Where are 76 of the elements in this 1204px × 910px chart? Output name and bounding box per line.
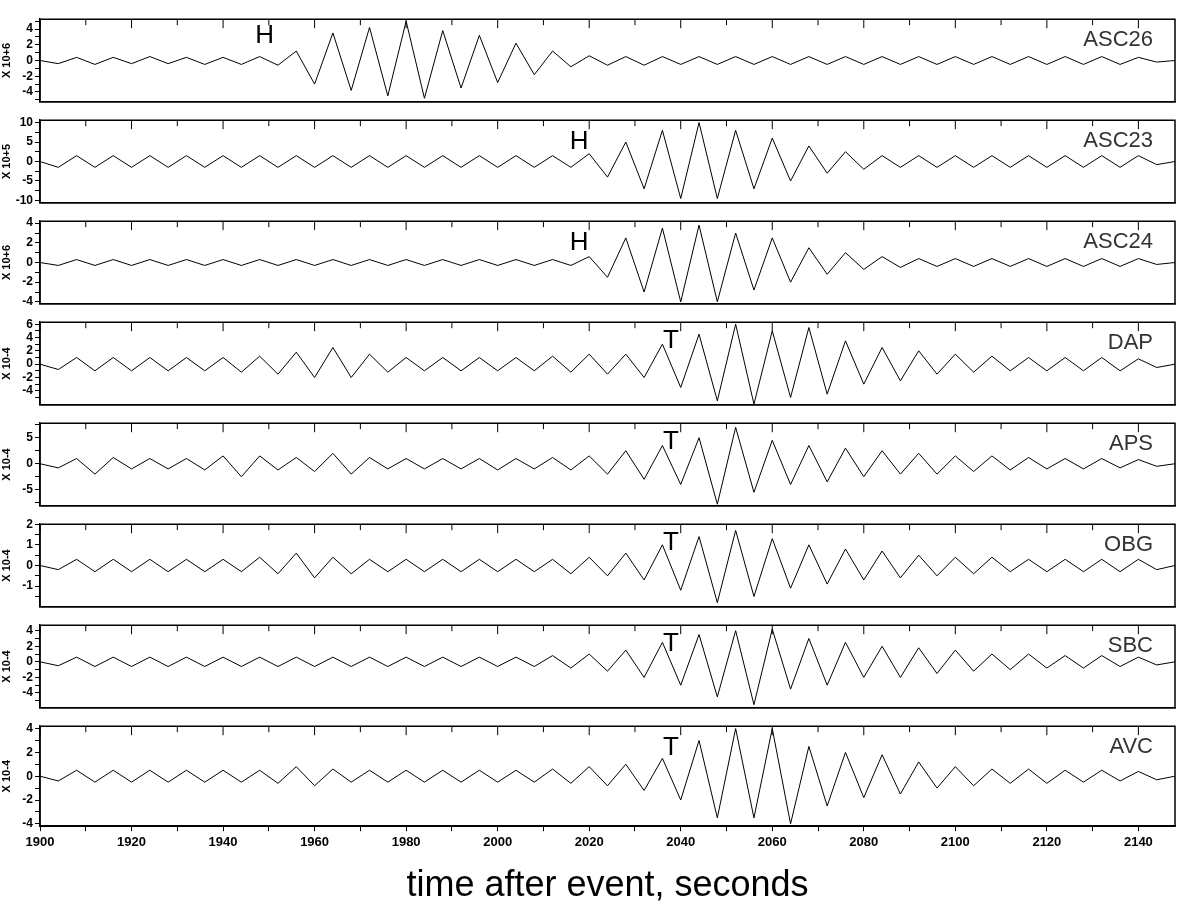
y-tick-label: 4 bbox=[26, 21, 34, 36]
x-tick-label: 1980 bbox=[391, 833, 421, 849]
y-tick-label: 0 bbox=[26, 768, 34, 783]
annotation: T bbox=[663, 323, 680, 354]
y-tick-label: -4 bbox=[22, 294, 34, 309]
x-tick-label: 2040 bbox=[666, 833, 696, 849]
y-tick-label: -2 bbox=[22, 274, 34, 289]
annotation: T bbox=[663, 525, 680, 556]
y-tick-label: 1 bbox=[26, 537, 34, 552]
y-tick-label: -4 bbox=[22, 383, 34, 398]
y-tick-label: -5 bbox=[22, 173, 34, 188]
y-tick-label: 4 bbox=[26, 720, 34, 735]
y-tick-label: -1 bbox=[22, 578, 34, 593]
y-tick-label: 0 bbox=[26, 557, 34, 572]
chart-title: ASC23 bbox=[1083, 127, 1153, 153]
annotation: T bbox=[663, 626, 680, 657]
y-tick-label: -2 bbox=[22, 369, 34, 384]
chart-title: AVC bbox=[1109, 733, 1154, 759]
y-tick-label: -2 bbox=[22, 669, 34, 684]
x-tick-label: 2120 bbox=[1032, 833, 1062, 849]
y-tick-label: 5 bbox=[26, 134, 34, 149]
x-tick-label: 2100 bbox=[940, 833, 970, 849]
annotation: H bbox=[569, 124, 589, 155]
y-tick-label: -2 bbox=[22, 68, 34, 83]
x-tick-label: 1900 bbox=[25, 833, 55, 849]
y-tick-label: 0 bbox=[26, 456, 34, 471]
y-axis-title: X 10-4 bbox=[0, 346, 12, 380]
y-tick-label: -10 bbox=[15, 192, 34, 207]
y-tick-label: 4 bbox=[26, 215, 34, 230]
y-tick-label: 2 bbox=[26, 235, 34, 250]
y-tick-label: 2 bbox=[26, 638, 34, 653]
chart-title: ASC26 bbox=[1083, 26, 1153, 52]
y-tick-label: 0 bbox=[26, 153, 34, 168]
y-tick-label: 2 bbox=[26, 343, 34, 358]
y-tick-label: 4 bbox=[26, 622, 34, 637]
y-tick-label: 0 bbox=[26, 254, 34, 269]
y-tick-label: 4 bbox=[26, 329, 34, 344]
x-tick-label: 2000 bbox=[483, 833, 513, 849]
y-tick-label: 2 bbox=[26, 516, 34, 531]
chart-title: ASC24 bbox=[1083, 228, 1153, 254]
y-tick-label: -4 bbox=[22, 84, 34, 99]
y-axis-title: X 10-4 bbox=[0, 649, 12, 683]
y-tick-label: 2 bbox=[26, 744, 34, 759]
x-tick-label: 2020 bbox=[574, 833, 604, 849]
y-tick-label: 6 bbox=[26, 316, 34, 331]
x-axis-title: time after event, seconds bbox=[406, 863, 809, 905]
x-tick-label: 1960 bbox=[300, 833, 330, 849]
y-tick-label: -5 bbox=[22, 482, 34, 497]
x-tick-label: 1920 bbox=[117, 833, 146, 849]
chart-title: APS bbox=[1108, 430, 1153, 456]
chart-title: OBG bbox=[1104, 531, 1153, 557]
x-tick-label: 2060 bbox=[757, 833, 787, 849]
y-tick-label: -4 bbox=[22, 685, 34, 700]
y-axis-title: X 10-4 bbox=[0, 548, 12, 582]
chart-title: DAP bbox=[1107, 329, 1153, 355]
x-tick-label: 1940 bbox=[208, 833, 238, 849]
y-tick-label: -2 bbox=[22, 792, 34, 807]
y-axis-title: X 10-4 bbox=[0, 759, 12, 793]
y-tick-label: 5 bbox=[26, 430, 34, 445]
y-tick-label: 10 bbox=[19, 114, 34, 129]
y-axis-title: X 10+6 bbox=[0, 244, 12, 281]
y-axis-title: X 10-4 bbox=[0, 447, 12, 481]
annotation: T bbox=[663, 424, 680, 455]
annotation: H bbox=[569, 225, 589, 256]
annotation: T bbox=[663, 731, 680, 762]
y-tick-label: 0 bbox=[26, 52, 34, 67]
chart-title: SBC bbox=[1107, 632, 1154, 658]
y-tick-label: 2 bbox=[26, 37, 34, 52]
y-axis-title: X 10+5 bbox=[0, 143, 12, 180]
y-tick-label: -4 bbox=[22, 816, 34, 831]
y-tick-label: 0 bbox=[26, 356, 34, 371]
annotation: H bbox=[255, 18, 275, 49]
y-tick-label: 0 bbox=[26, 654, 34, 669]
x-tick-label: 2080 bbox=[849, 833, 879, 849]
y-axis-title: X 10+6 bbox=[0, 42, 12, 79]
x-tick-label: 2140 bbox=[1123, 833, 1153, 849]
